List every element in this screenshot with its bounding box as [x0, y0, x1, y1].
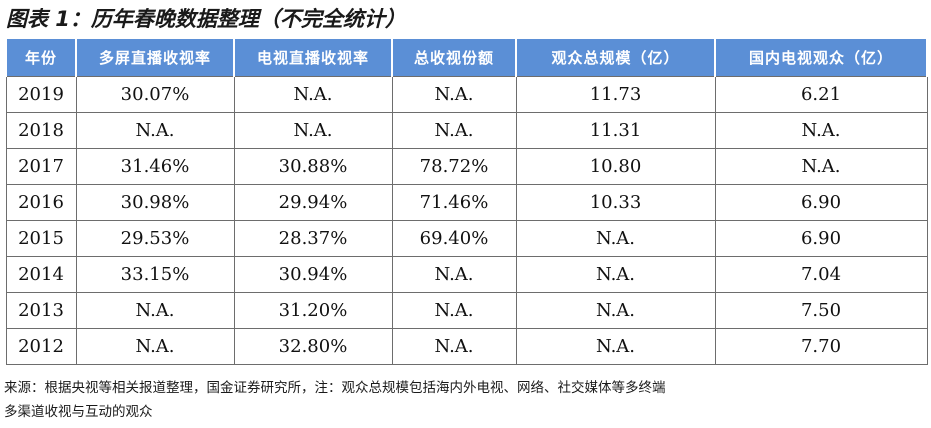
cell-year: 2015 — [5, 220, 77, 257]
cell-total-audience: 11.73 — [515, 76, 716, 113]
cell-total-share: N.A. — [391, 292, 517, 329]
header-domestic-tv-audience: 国内电视观众（亿） — [714, 39, 928, 77]
cell-total-audience: N.A. — [515, 220, 716, 257]
table-row: 2016 30.98% 29.94% 71.46% 10.33 6.90 — [5, 184, 928, 221]
source-line-1: 来源：根据央视等相关报道整理，国金证券研究所，注：观众总规模包括海内外电视、网络… — [4, 380, 666, 396]
header-row: 年份 多屏直播收视率 电视直播收视率 总收视份额 观众总规模（亿） 国内电视观众… — [5, 39, 928, 77]
table-row: 2013 N.A. 31.20% N.A. N.A. 7.50 — [5, 292, 928, 329]
cell-year: 2012 — [5, 328, 77, 365]
cell-tv-rating: N.A. — [233, 76, 393, 113]
cell-tv-rating: 30.88% — [233, 148, 393, 185]
cell-multiscreen-rating: 30.07% — [75, 76, 235, 113]
cell-tv-rating: 28.37% — [233, 220, 393, 257]
cell-total-share: 71.46% — [391, 184, 517, 221]
header-tv-rating: 电视直播收视率 — [233, 39, 393, 77]
cell-tv-rating: 31.20% — [233, 292, 393, 329]
cell-year: 2016 — [5, 184, 77, 221]
source-line-2: 多渠道收视与互动的观众 — [4, 404, 153, 420]
cell-year: 2018 — [5, 112, 77, 149]
cell-multiscreen-rating: 31.46% — [75, 148, 235, 185]
header-multiscreen-rating: 多屏直播收视率 — [75, 39, 235, 77]
cell-domestic-tv-audience: 7.70 — [714, 328, 928, 365]
cell-multiscreen-rating: N.A. — [75, 112, 235, 149]
cell-domestic-tv-audience: 7.04 — [714, 256, 928, 293]
cell-domestic-tv-audience: 6.90 — [714, 184, 928, 221]
cell-total-share: 78.72% — [391, 148, 517, 185]
cell-domestic-tv-audience: 7.50 — [714, 292, 928, 329]
cell-total-share: N.A. — [391, 256, 517, 293]
cell-year: 2019 — [5, 76, 77, 113]
cell-total-share: 69.40% — [391, 220, 517, 257]
cell-domestic-tv-audience: 6.90 — [714, 220, 928, 257]
cell-tv-rating: 32.80% — [233, 328, 393, 365]
header-total-share: 总收视份额 — [391, 39, 517, 77]
cell-total-share: N.A. — [391, 328, 517, 365]
cell-year: 2014 — [5, 256, 77, 293]
cell-multiscreen-rating: N.A. — [75, 328, 235, 365]
table-row: 2018 N.A. N.A. N.A. 11.31 N.A. — [5, 112, 928, 149]
cell-multiscreen-rating: 33.15% — [75, 256, 235, 293]
cell-total-audience: 11.31 — [515, 112, 716, 149]
cell-total-audience: N.A. — [515, 292, 716, 329]
cell-tv-rating: N.A. — [233, 112, 393, 149]
table-row: 2012 N.A. 32.80% N.A. N.A. 7.70 — [5, 328, 928, 365]
cell-multiscreen-rating: 29.53% — [75, 220, 235, 257]
cell-year: 2013 — [5, 292, 77, 329]
cell-tv-rating: 30.94% — [233, 256, 393, 293]
table-row: 2017 31.46% 30.88% 78.72% 10.80 N.A. — [5, 148, 928, 185]
header-year: 年份 — [5, 39, 77, 77]
cell-domestic-tv-audience: 6.21 — [714, 76, 928, 113]
cell-total-audience: N.A. — [515, 328, 716, 365]
table-row: 2014 33.15% 30.94% N.A. N.A. 7.04 — [5, 256, 928, 293]
source-note: 来源：根据央视等相关报道整理，国金证券研究所，注：观众总规模包括海内外电视、网络… — [4, 376, 928, 424]
cell-year: 2017 — [5, 148, 77, 185]
cell-tv-rating: 29.94% — [233, 184, 393, 221]
cell-domestic-tv-audience: N.A. — [714, 148, 928, 185]
cell-total-share: N.A. — [391, 76, 517, 113]
cell-multiscreen-rating: N.A. — [75, 292, 235, 329]
data-table: 年份 多屏直播收视率 电视直播收视率 总收视份额 观众总规模（亿） 国内电视观众… — [5, 39, 928, 365]
table-row: 2015 29.53% 28.37% 69.40% N.A. 6.90 — [5, 220, 928, 257]
cell-total-share: N.A. — [391, 112, 517, 149]
cell-total-audience: 10.33 — [515, 184, 716, 221]
header-total-audience: 观众总规模（亿） — [515, 39, 716, 77]
figure-title: 图表 1：历年春晚数据整理（不完全统计） — [6, 7, 406, 31]
cell-multiscreen-rating: 30.98% — [75, 184, 235, 221]
cell-total-audience: 10.80 — [515, 148, 716, 185]
cell-domestic-tv-audience: N.A. — [714, 112, 928, 149]
cell-total-audience: N.A. — [515, 256, 716, 293]
table-row: 2019 30.07% N.A. N.A. 11.73 6.21 — [5, 76, 928, 113]
